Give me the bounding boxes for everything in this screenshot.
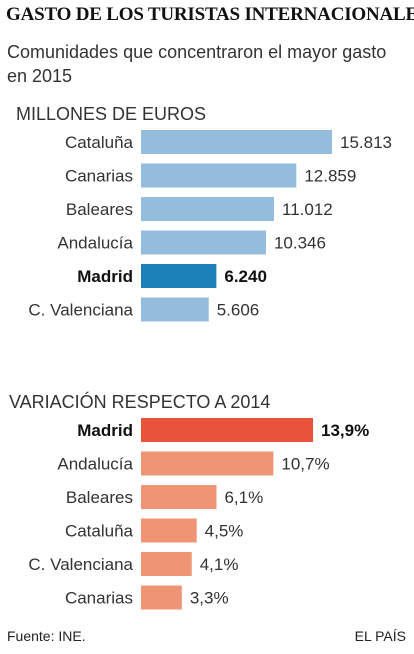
spending-bar-canarias (141, 163, 297, 188)
chart-subtitle: Comunidades que concentraron el mayor ga… (7, 42, 387, 86)
variation-label-baleares: Baleares (66, 488, 133, 507)
chart-title: GASTO DE LOS TURISTAS INTERNACIONALES (6, 4, 414, 25)
variation-bar-c-valenciana (141, 552, 192, 576)
variation-bar-andalucia (141, 451, 274, 476)
spending-bar-madrid (141, 264, 217, 288)
variation-value-andalucia: 10,7% (281, 455, 329, 474)
spending-label-madrid: Madrid (77, 267, 133, 286)
variation-value-cataluna: 4,5% (205, 522, 244, 541)
spending-value-andalucia: 10.346 (274, 234, 326, 253)
spending-label-c-valenciana: C. Valenciana (28, 301, 133, 320)
variation-label-cataluna: Cataluña (65, 522, 134, 541)
variation-bar-baleares (141, 485, 217, 509)
variation-bar-chart: Madrid 13,9% Andalucía 10,7% Baleares 6,1% Cat… (28, 418, 369, 610)
spending-value-cataluna: 15.813 (340, 133, 392, 152)
section-title-gasto: MILLONES DE EUROS (16, 104, 207, 124)
spending-value-canarias: 12.859 (304, 167, 356, 186)
variation-label-canarias: Canarias (65, 589, 133, 608)
variation-label-andalucia: Andalucía (57, 455, 133, 474)
spending-label-canarias: Canarias (65, 167, 133, 186)
variation-bar-madrid (141, 418, 313, 442)
variation-bar-canarias (141, 585, 182, 610)
variation-label-madrid: Madrid (77, 421, 133, 440)
section-title-variacion: VARIACIÓN RESPECTO A 2014 (9, 392, 271, 412)
variation-label-c-valenciana: C. Valenciana (28, 555, 133, 574)
spending-bar-chart: Cataluña 15.813 Canarias 12.859 Baleares 11.0… (28, 130, 392, 322)
source-note: Fuente: INE. (7, 628, 86, 644)
spending-label-andalucia: Andalucía (57, 234, 133, 253)
publisher-brand: EL PAÍS (354, 628, 406, 644)
spending-value-madrid: 6.240 (224, 267, 267, 286)
variation-value-canarias: 3,3% (190, 589, 229, 608)
spending-value-baleares: 11.012 (282, 200, 333, 219)
spending-value-c-valenciana: 5.606 (217, 301, 260, 320)
variation-value-baleares: 6,1% (224, 488, 263, 507)
spending-label-cataluna: Cataluña (65, 133, 134, 152)
variation-value-madrid: 13,9% (321, 421, 369, 440)
spending-bar-cataluna (141, 130, 332, 154)
spending-bar-andalucia (141, 230, 266, 255)
variation-bar-cataluna (141, 518, 197, 543)
spending-bar-baleares (141, 197, 275, 221)
variation-value-c-valenciana: 4,1% (200, 555, 239, 574)
spending-label-baleares: Baleares (66, 200, 133, 219)
spending-bar-c-valenciana (141, 297, 209, 322)
